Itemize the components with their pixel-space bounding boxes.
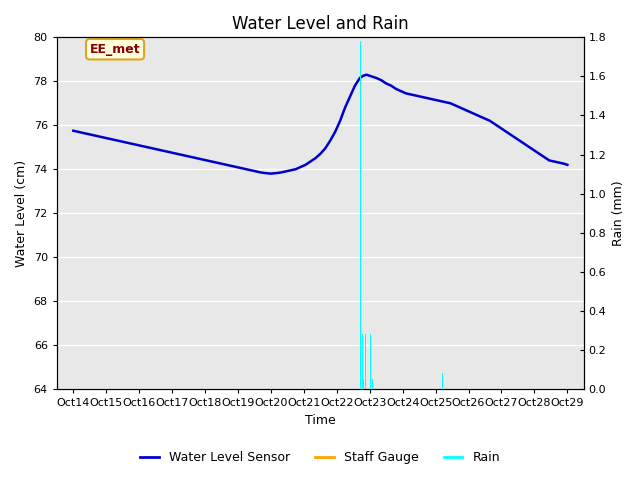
- Bar: [365, 334, 367, 389]
- Bar: [372, 379, 373, 389]
- Text: EE_met: EE_met: [90, 43, 140, 56]
- Y-axis label: Water Level (cm): Water Level (cm): [15, 160, 28, 267]
- Legend: Water Level Sensor, Staff Gauge, Rain: Water Level Sensor, Staff Gauge, Rain: [135, 446, 505, 469]
- Bar: [360, 41, 361, 389]
- Bar: [442, 373, 443, 389]
- Title: Water Level and Rain: Water Level and Rain: [232, 15, 409, 33]
- Bar: [363, 379, 364, 389]
- Y-axis label: Rain (mm): Rain (mm): [612, 180, 625, 246]
- X-axis label: Time: Time: [305, 414, 336, 427]
- Bar: [370, 334, 371, 389]
- Bar: [362, 334, 363, 389]
